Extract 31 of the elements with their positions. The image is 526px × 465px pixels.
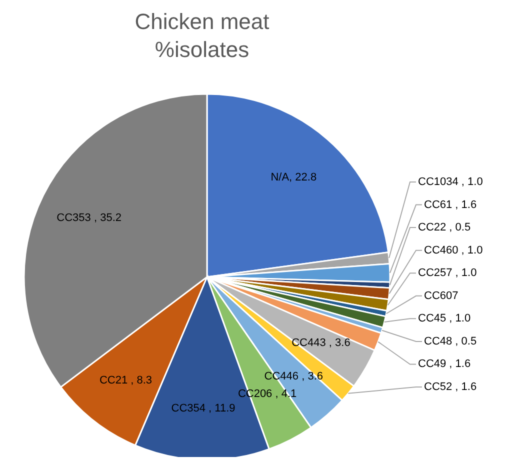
data-label: , 4.1 [272,388,297,400]
data-label: , 1.0 [458,244,483,256]
data-label: , 1.0 [458,176,483,188]
slice-label: N/A [270,172,290,184]
slice-label: CC257 [418,267,452,280]
slice-label: CC460 [424,244,458,256]
slice-label: CC52 [424,381,452,393]
data-label: , 0.5 [446,222,471,234]
data-label: , 1.0 [446,312,471,325]
slice-label: CC61 [424,198,452,211]
data-label: , 3.6 [326,337,350,350]
slice-label: CC21 [99,374,128,387]
slice-label: CC45 [418,312,446,325]
slice-label: CC354 [171,402,206,415]
chart-title: Chicken meat %isolates [134,8,270,64]
data-label: , 1.0 [452,267,477,280]
data-label: , 0.5 [452,335,477,348]
data-label: , 35.2 [90,212,122,224]
slice-label: CC1034 [418,176,458,188]
slice-label: CC48 [424,335,452,348]
slice-label: CC22 [418,222,446,234]
data-label: , 11.9 [206,402,236,415]
slice-label: CC607 [424,290,458,302]
slice-label: CC443 [292,337,326,350]
data-label: , 1.6 [452,381,477,393]
data-label: , 8.3 [128,374,152,387]
slice-label: CC353 [56,212,91,224]
slice-label: CC49 [418,358,446,370]
data-label: , 22.8 [289,172,317,184]
data-label: , 1.6 [446,358,471,370]
data-label: , 1.6 [452,198,477,211]
